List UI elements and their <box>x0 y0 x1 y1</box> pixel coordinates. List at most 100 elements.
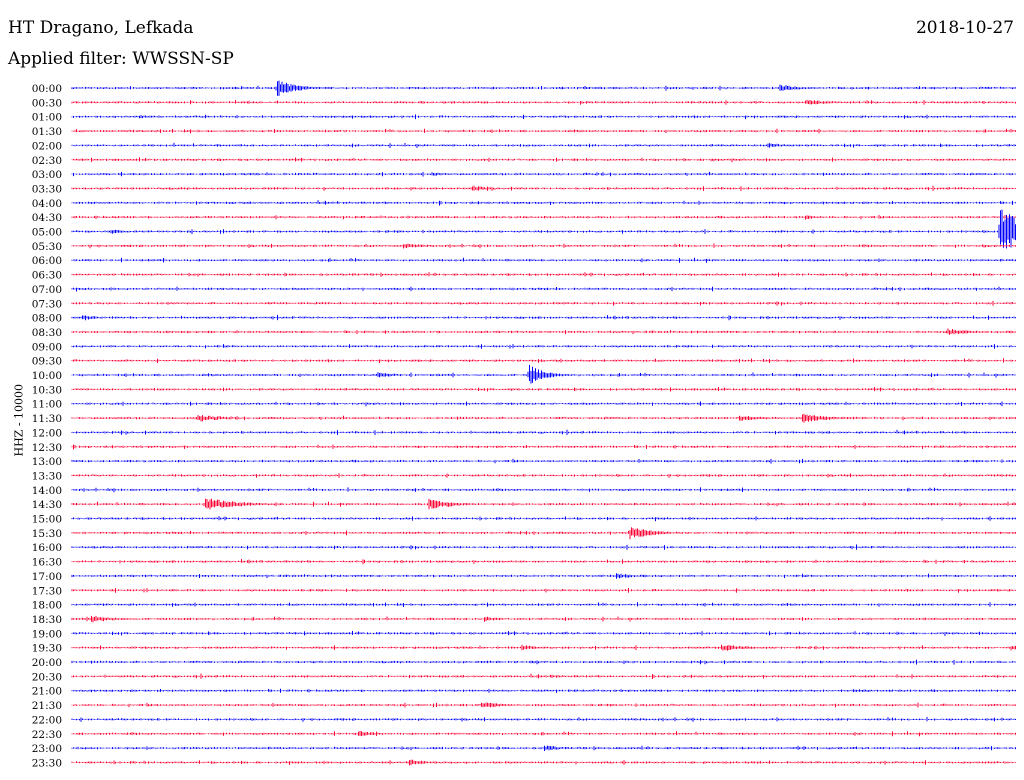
trace-line-0400 <box>71 200 1016 206</box>
trace-line-1300 <box>71 458 1016 464</box>
row-time-label: 22:30 <box>32 729 62 741</box>
trace-line-1130 <box>71 413 1016 423</box>
row-time-label: 21:30 <box>32 700 62 712</box>
trace-line-0100 <box>71 114 1016 120</box>
row-time-label: 08:00 <box>32 313 62 325</box>
row-time-label: 16:30 <box>32 557 62 569</box>
row-time-label: 14:00 <box>32 485 62 497</box>
trace-line-0430 <box>71 215 1016 220</box>
row-time-label: 05:30 <box>32 241 62 253</box>
row-time-label: 06:00 <box>32 255 62 267</box>
trace-line-0930 <box>71 358 1016 363</box>
row-time-label: 15:30 <box>32 528 62 540</box>
trace-line-0200 <box>71 142 1016 148</box>
row-time-label: 02:00 <box>32 140 62 152</box>
trace-line-1700 <box>71 573 1016 579</box>
row-time-label: 20:30 <box>32 671 62 683</box>
trace-line-1000 <box>71 364 1016 384</box>
filter-subtitle: Applied filter: WWSSN-SP <box>8 49 234 69</box>
row-time-label: 15:00 <box>32 514 62 526</box>
row-time-label: 04:00 <box>32 198 62 210</box>
trace-line-0300 <box>71 171 1016 177</box>
trace-line-0800 <box>71 314 1016 321</box>
trace-line-0730 <box>71 301 1016 306</box>
row-time-label: 03:30 <box>32 183 62 195</box>
trace-line-1600 <box>71 544 1016 550</box>
row-time-label: 18:30 <box>32 614 62 626</box>
trace-line-1100 <box>71 401 1016 407</box>
trace-line-1330 <box>71 473 1016 478</box>
trace-line-0230 <box>71 157 1016 163</box>
row-time-label: 00:00 <box>32 83 62 95</box>
row-time-label: 18:00 <box>32 600 62 612</box>
row-time-label: 08:30 <box>32 327 62 339</box>
trace-line-0030 <box>71 99 1016 105</box>
trace-line-1730 <box>71 588 1016 593</box>
trace-line-0630 <box>71 272 1016 277</box>
row-time-label: 04:30 <box>32 212 62 224</box>
trace-line-2000 <box>71 659 1016 665</box>
trace-line-1500 <box>71 516 1016 522</box>
row-time-label: 17:00 <box>32 571 62 583</box>
station-title: HT Dragano, Lefkada <box>8 18 194 38</box>
row-time-label: 09:00 <box>32 341 62 353</box>
trace-line-2230 <box>71 731 1016 737</box>
row-time-label: 13:30 <box>32 470 62 482</box>
trace-line-2030 <box>71 673 1016 679</box>
row-time-label: 11:30 <box>32 413 62 425</box>
trace-line-0500 <box>71 209 1016 249</box>
row-time-label: 05:00 <box>32 227 62 239</box>
row-time-label: 03:00 <box>32 169 62 181</box>
trace-line-0530 <box>71 243 1016 249</box>
trace-line-0130 <box>71 128 1016 134</box>
trace-line-0330 <box>71 185 1016 191</box>
row-time-label: 01:00 <box>32 112 62 124</box>
row-time-label: 22:00 <box>32 714 62 726</box>
row-time-label: 16:00 <box>32 542 62 554</box>
trace-line-0000 <box>71 80 1016 96</box>
trace-line-0600 <box>71 257 1016 263</box>
row-time-label: 07:30 <box>32 298 62 310</box>
row-time-label: 07:00 <box>32 284 62 296</box>
trace-line-0700 <box>71 286 1016 292</box>
row-time-label: 19:30 <box>32 643 62 655</box>
row-time-label: 17:30 <box>32 585 62 597</box>
row-time-label: 14:30 <box>32 499 62 511</box>
trace-line-2100 <box>71 688 1016 693</box>
trace-line-1400 <box>71 487 1016 493</box>
row-time-label: 06:30 <box>32 270 62 282</box>
trace-line-1430 <box>71 498 1016 510</box>
row-time-label: 19:00 <box>32 628 62 640</box>
row-time-label: 13:00 <box>32 456 62 468</box>
trace-line-0830 <box>71 328 1016 335</box>
row-time-label: 23:30 <box>32 757 62 769</box>
row-time-label: 11:00 <box>32 399 62 411</box>
row-time-label: 00:30 <box>32 97 62 109</box>
trace-line-1200 <box>71 429 1016 435</box>
trace-line-1530 <box>71 527 1016 540</box>
trace-line-1230 <box>71 444 1016 450</box>
trace-line-2200 <box>71 717 1016 722</box>
date-label: 2018-10-27 <box>915 18 1014 38</box>
trace-line-1900 <box>71 631 1016 636</box>
trace-line-0900 <box>71 344 1016 349</box>
trace-line-1800 <box>71 602 1016 607</box>
row-time-label: 21:00 <box>32 686 62 698</box>
row-time-label: 12:00 <box>32 427 62 439</box>
row-time-label: 12:30 <box>32 442 62 454</box>
row-time-label: 02:30 <box>32 155 62 167</box>
trace-line-1630 <box>71 559 1016 565</box>
trace-line-2330 <box>71 759 1016 766</box>
row-time-label: 10:30 <box>32 384 62 396</box>
row-time-label: 01:30 <box>32 126 62 138</box>
trace-line-2130 <box>71 702 1016 708</box>
trace-line-1930 <box>71 644 1016 651</box>
row-time-label: 09:30 <box>32 356 62 368</box>
row-time-label: 10:00 <box>32 370 62 382</box>
row-time-label: 23:00 <box>32 743 62 755</box>
row-time-label: 20:00 <box>32 657 62 669</box>
trace-line-1830 <box>71 615 1016 623</box>
trace-line-2300 <box>71 745 1016 751</box>
trace-line-1030 <box>71 387 1016 392</box>
